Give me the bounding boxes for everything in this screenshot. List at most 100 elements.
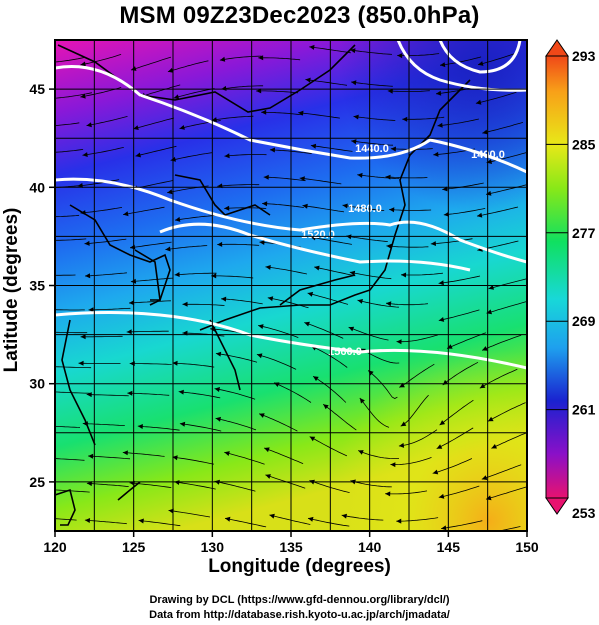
streamline-arrowhead <box>269 513 275 519</box>
streamline-arrowhead <box>258 324 264 329</box>
streamline-arrowhead <box>215 416 221 422</box>
y-tick-label: 25 <box>29 474 45 490</box>
streamline-arrowhead <box>386 301 392 307</box>
colorbar-top-arrow <box>545 39 569 57</box>
streamline <box>224 517 267 528</box>
streamline <box>170 152 212 161</box>
y-tick-label: 35 <box>29 278 45 294</box>
streamline-arrowhead <box>43 307 48 312</box>
streamline <box>396 517 439 522</box>
streamline-arrowhead <box>323 404 329 410</box>
streamline-arrowhead <box>479 383 486 389</box>
streamline-arrowhead <box>265 474 271 479</box>
streamline-arrowhead <box>441 525 447 531</box>
streamline <box>476 206 519 217</box>
streamline-arrowhead <box>310 143 317 149</box>
x-tick-label: 120 <box>43 539 67 555</box>
streamline <box>55 309 85 311</box>
contour-label: 1560.0 <box>328 346 362 358</box>
streamline <box>80 54 122 66</box>
streamline <box>172 362 215 368</box>
streamline <box>397 53 440 56</box>
streamline-arrowhead <box>258 55 264 61</box>
streamline-arrowhead <box>214 387 220 392</box>
streamline-arrowhead <box>264 447 270 453</box>
streamline-arrowhead <box>397 53 403 59</box>
streamline <box>55 214 80 218</box>
x-axis-ticks: 120 125 130 135 140 145 150 <box>43 531 539 555</box>
streamline <box>302 205 345 213</box>
streamline-arrowhead <box>178 389 184 395</box>
streamline-arrowhead <box>269 147 275 153</box>
streamline <box>261 111 304 116</box>
x-tick-label: 150 <box>515 539 539 555</box>
streamline <box>314 266 356 277</box>
streamline-arrowhead <box>401 272 407 278</box>
streamline <box>439 56 482 66</box>
streamline-arrowhead <box>402 116 408 122</box>
streamline <box>130 277 173 283</box>
streamline-arrowhead <box>358 450 364 455</box>
streamline <box>80 207 123 214</box>
streamline-arrowhead <box>86 392 92 398</box>
streamline <box>487 402 526 422</box>
streamline <box>310 236 352 245</box>
streamline-arrowhead <box>350 48 356 54</box>
streamline <box>438 485 480 498</box>
streamline-arrowhead <box>221 85 227 91</box>
y-axis-ticks: 25 30 35 40 45 <box>29 81 55 490</box>
streamline-arrowhead <box>221 296 227 302</box>
streamline <box>310 145 353 152</box>
streamline-arrowhead <box>488 416 494 422</box>
streamline <box>55 92 92 99</box>
streamline <box>84 272 127 277</box>
streamline <box>224 154 267 157</box>
streamline <box>385 176 428 179</box>
streamline-arrowhead <box>167 189 173 195</box>
streamline-arrowhead <box>135 152 141 158</box>
streamline <box>342 204 385 211</box>
streamline-arrowhead <box>307 291 314 297</box>
streamline <box>486 152 527 163</box>
streamline <box>485 184 527 195</box>
streamline-arrowhead <box>224 451 230 456</box>
streamline-arrowhead <box>45 330 50 335</box>
streamline <box>351 81 393 87</box>
streamline <box>358 450 400 459</box>
streamline-arrowhead <box>267 296 274 302</box>
contour-label: 1440.0 <box>355 143 389 155</box>
streamline-arrowhead <box>211 117 217 122</box>
contour-label: 1520.0 <box>301 229 335 241</box>
streamline-arrowhead <box>225 516 231 522</box>
streamline <box>263 447 304 464</box>
credit-data-source: Data from http://database.rish.kyoto-u.a… <box>149 609 450 621</box>
streamline-arrowhead <box>261 109 267 115</box>
streamline-arrowhead <box>302 203 308 209</box>
streamline-arrowhead <box>138 518 144 524</box>
streamline-arrowhead <box>477 212 483 218</box>
streamline-arrowhead <box>342 203 348 209</box>
streamline-arrowhead <box>299 176 305 182</box>
streamline <box>475 91 517 104</box>
colorbar-scale <box>545 55 569 499</box>
streamline-arrowhead <box>37 214 42 219</box>
streamline-arrowhead <box>314 265 320 271</box>
contour-label: 1480.0 <box>348 203 382 215</box>
streamline <box>182 303 225 306</box>
streamline-arrowhead <box>172 455 178 461</box>
streamline-arrowhead <box>129 300 135 306</box>
streamline-arrowhead <box>351 80 357 86</box>
streamline <box>214 480 256 492</box>
colorbar-tick-label: 285 <box>572 136 596 152</box>
streamline-arrowhead <box>359 398 365 404</box>
streamline-arrowhead <box>400 421 407 427</box>
streamline-arrowhead <box>309 44 315 50</box>
streamline <box>322 403 357 431</box>
streamline-arrowhead <box>305 77 311 83</box>
streamline-arrowhead <box>48 389 53 394</box>
streamline <box>133 117 175 130</box>
streamline <box>346 235 388 242</box>
streamline <box>55 425 81 428</box>
